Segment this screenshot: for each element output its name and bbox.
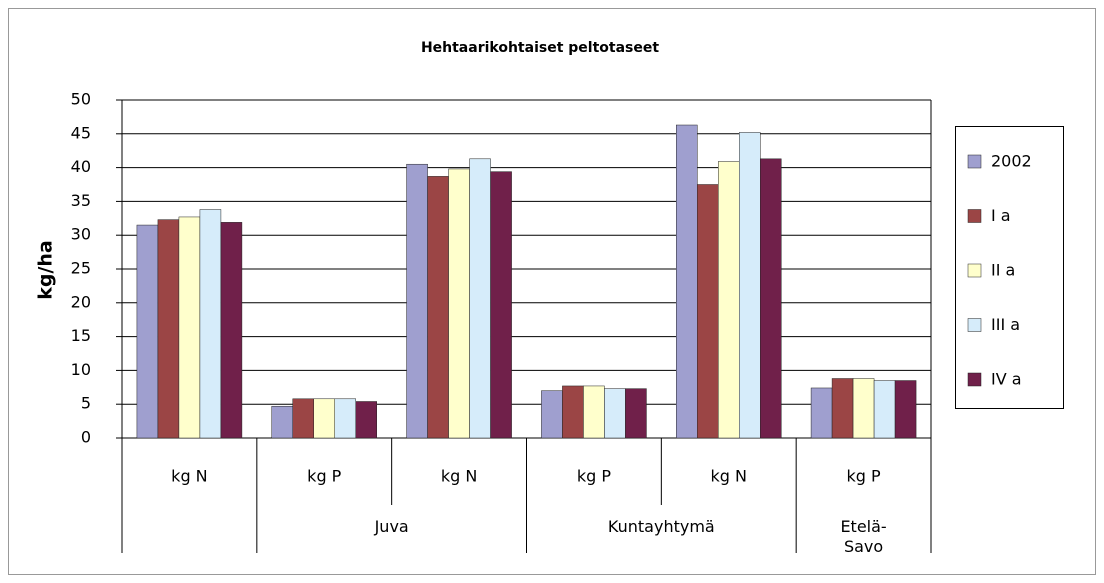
- y-tick-label: 15: [71, 326, 91, 345]
- x-tick-label: kg N: [711, 467, 747, 486]
- bar: [697, 184, 719, 439]
- bar: [427, 176, 449, 439]
- legend-label: III a: [991, 315, 1020, 334]
- bar: [541, 390, 563, 439]
- bar: [178, 216, 201, 439]
- bar: [625, 388, 647, 439]
- y-tick-label: 35: [71, 191, 91, 210]
- y-tick-label: 20: [71, 292, 91, 311]
- bar: [355, 401, 377, 439]
- x-tick-label: kg P: [577, 467, 612, 486]
- legend-label: II a: [991, 261, 1015, 280]
- bar: [334, 398, 356, 439]
- bar: [136, 224, 159, 439]
- bar: [760, 158, 782, 439]
- y-tick-label: 10: [71, 360, 91, 379]
- group-label: Juva: [374, 517, 409, 536]
- bar: [199, 209, 222, 439]
- bar: [562, 385, 584, 439]
- x-tick-label: kg N: [441, 467, 477, 486]
- bar: [271, 405, 293, 439]
- bar: [469, 158, 491, 439]
- bar: [739, 132, 761, 439]
- bar: [313, 398, 335, 439]
- legend-swatch: [967, 318, 982, 332]
- x-tick-label: kg P: [847, 467, 882, 486]
- bar: [873, 380, 896, 439]
- legend-swatch: [967, 263, 982, 278]
- y-axis-label: kg/ha: [35, 240, 57, 300]
- y-tick-label: 25: [71, 259, 91, 278]
- bar: [490, 171, 512, 439]
- bar: [583, 385, 605, 439]
- bar: [406, 163, 428, 439]
- bar: [292, 398, 314, 439]
- bar: [604, 388, 626, 439]
- group-label: Kuntayhtymä: [607, 517, 715, 536]
- bar: [852, 378, 875, 439]
- bar: [448, 168, 470, 439]
- chart-title: Hehtaarikohtaiset peltotaseet: [421, 40, 659, 56]
- legend-label: I a: [991, 206, 1011, 225]
- y-tick-label: 40: [71, 157, 91, 176]
- y-tick-label: 45: [71, 123, 91, 142]
- bar: [676, 124, 698, 439]
- x-tick-label: kg N: [171, 467, 207, 486]
- bar: [894, 380, 917, 439]
- legend-label: 2002: [991, 152, 1032, 171]
- legend-swatch: [967, 154, 982, 169]
- legend-swatch: [967, 372, 982, 387]
- bar: [831, 378, 854, 439]
- x-tick-label: kg P: [307, 467, 342, 486]
- bar: [810, 387, 833, 439]
- bar: [220, 222, 243, 439]
- y-tick-label: 30: [71, 225, 91, 244]
- legend-swatch: [967, 209, 982, 223]
- y-tick-label: 50: [71, 90, 91, 109]
- y-tick-label: 5: [81, 394, 91, 413]
- legend-label: IV a: [991, 370, 1022, 389]
- bar: [157, 219, 180, 439]
- bar: [718, 161, 740, 439]
- group-label: Etelä-Savo: [840, 517, 887, 556]
- y-tick-label: 0: [81, 428, 91, 447]
